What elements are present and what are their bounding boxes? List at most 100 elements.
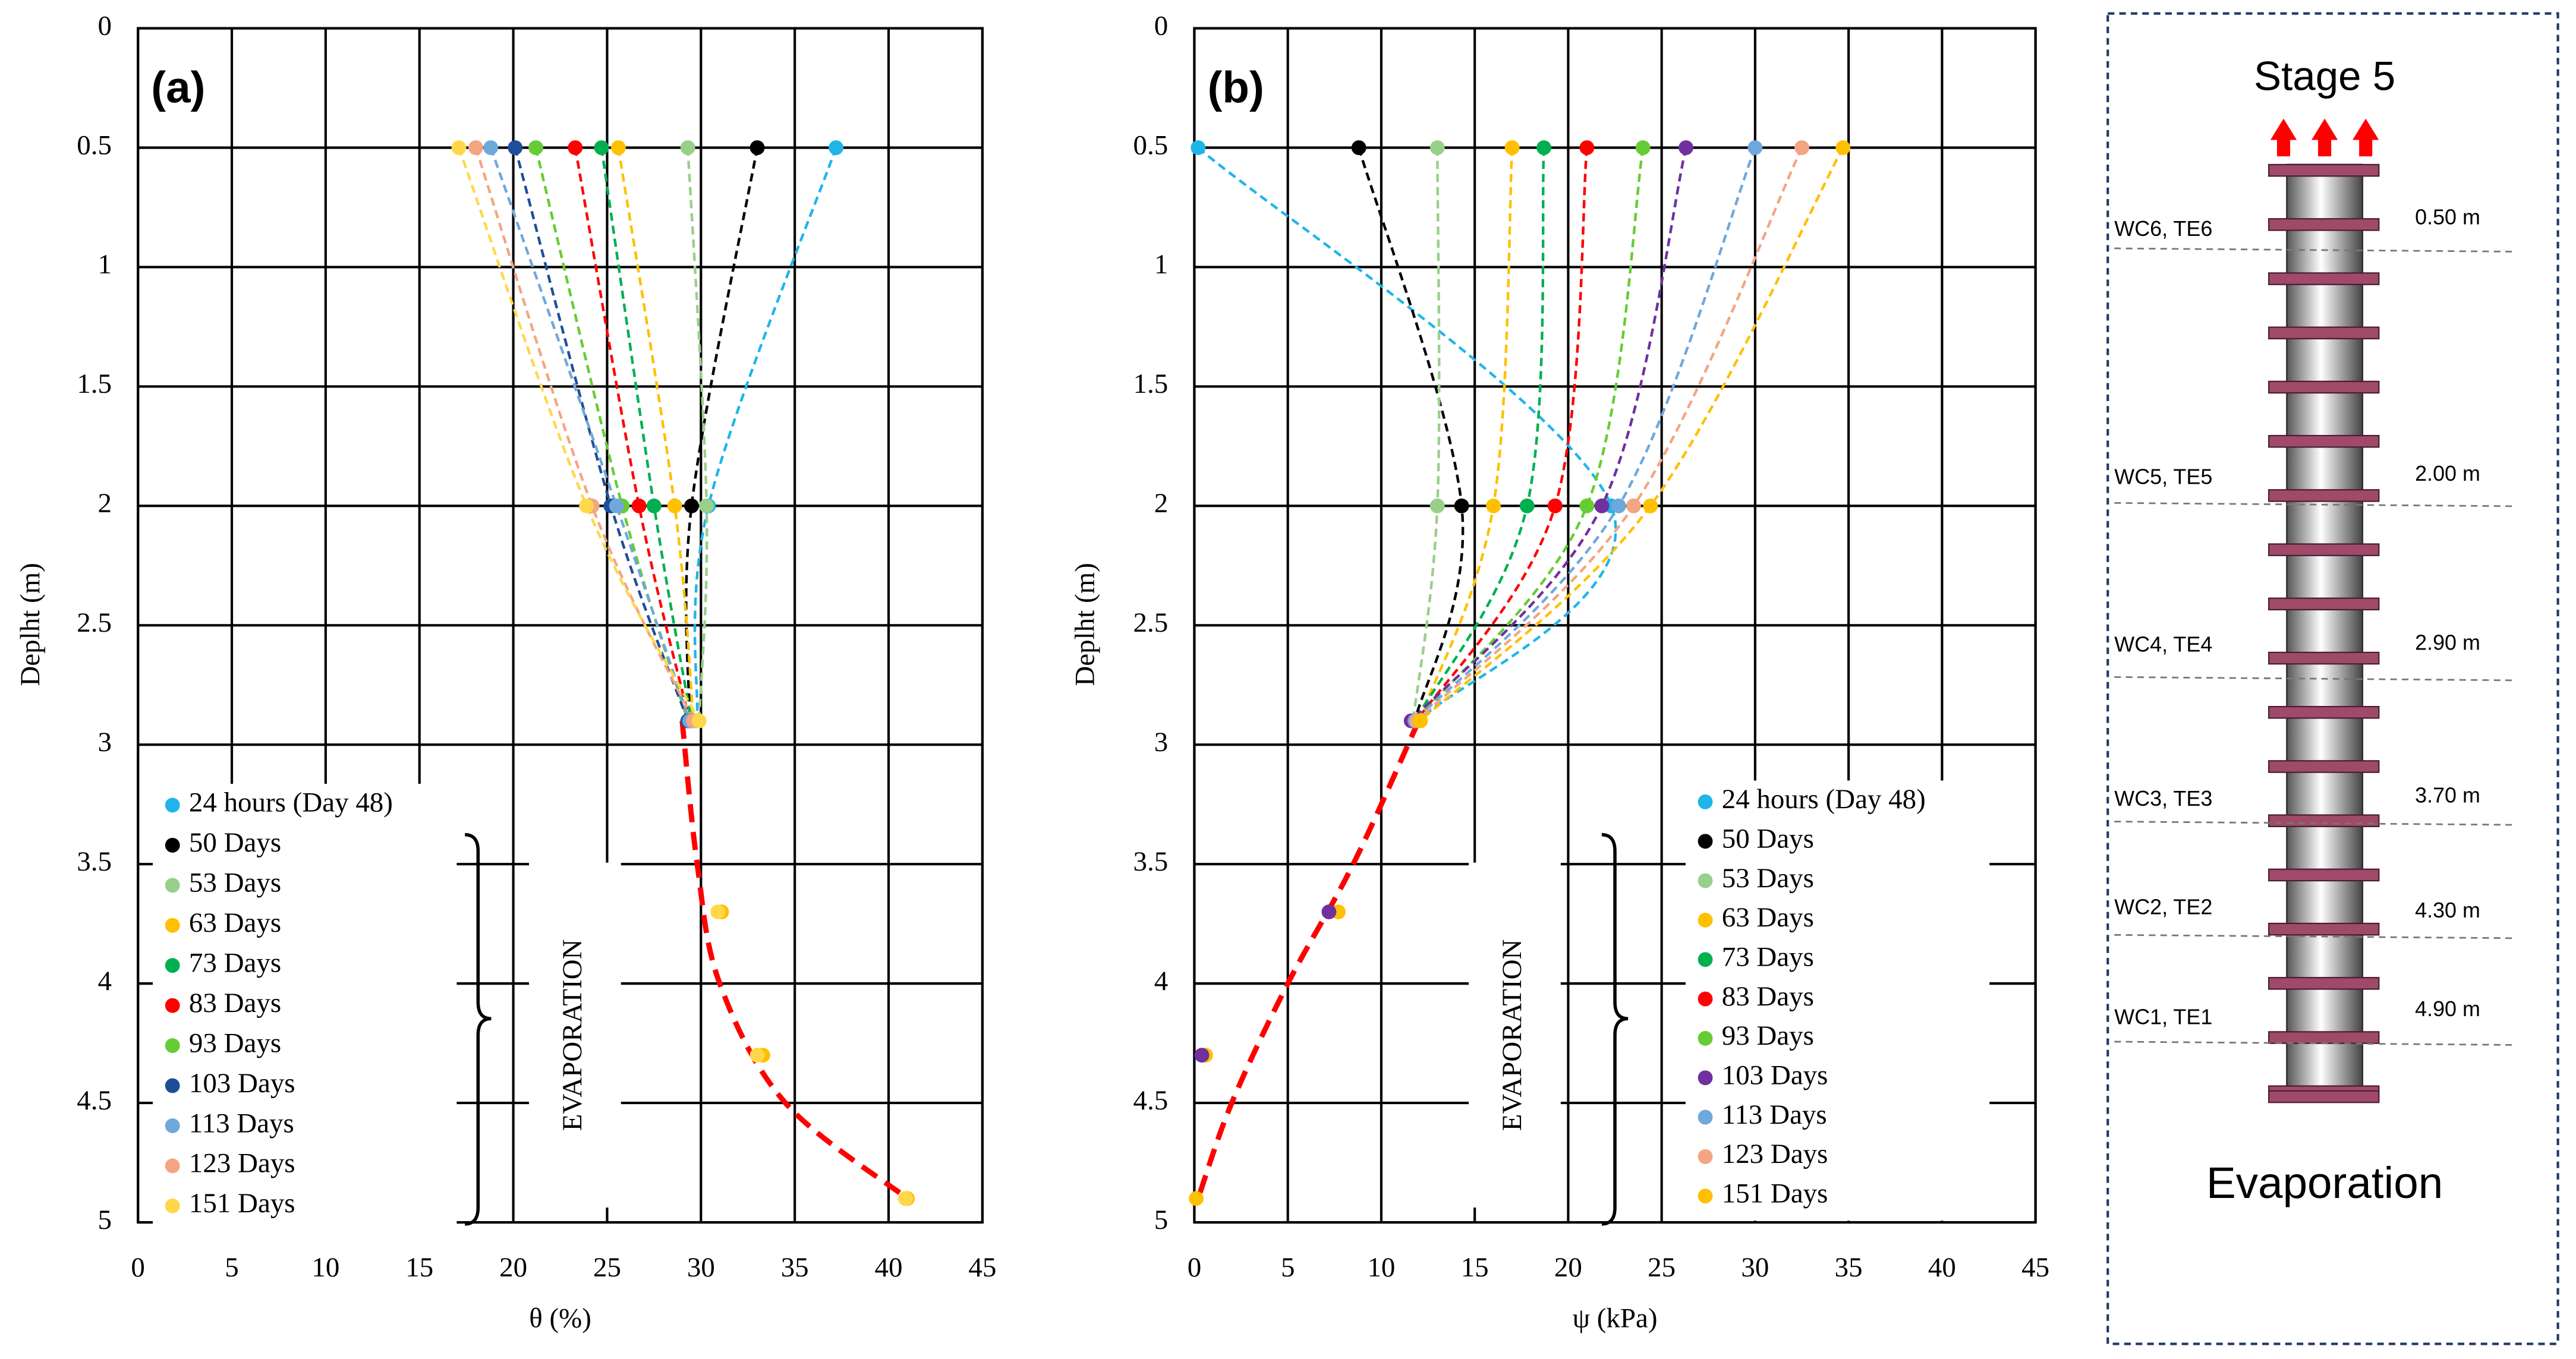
y-tick-label: 4 bbox=[1154, 966, 1168, 997]
x-tick-label: 30 bbox=[687, 1252, 715, 1283]
data-point bbox=[1547, 498, 1563, 513]
data-point bbox=[610, 140, 626, 155]
data-point bbox=[451, 140, 467, 155]
trend-line bbox=[679, 720, 909, 1201]
y-tick-label: 3 bbox=[1154, 727, 1168, 758]
diagram-caption: Evaporation bbox=[2206, 1158, 2443, 1207]
series-curve bbox=[1415, 147, 1589, 722]
data-point bbox=[528, 140, 543, 155]
legend-label: 123 Days bbox=[189, 1148, 295, 1179]
data-point bbox=[750, 140, 765, 155]
legend-label: 83 Days bbox=[1722, 981, 1814, 1012]
data-point bbox=[1747, 140, 1763, 155]
data-point bbox=[1794, 140, 1809, 155]
x-tick-label: 20 bbox=[499, 1252, 527, 1283]
sensor-depth: 0.50 m bbox=[2415, 205, 2480, 229]
legend-marker bbox=[165, 1158, 180, 1174]
x-axis-title: θ (%) bbox=[529, 1303, 591, 1334]
x-tick-label: 25 bbox=[593, 1252, 621, 1283]
plot-frame bbox=[137, 27, 984, 1224]
data-point bbox=[1579, 140, 1595, 155]
data-point bbox=[1194, 1048, 1210, 1063]
data-point bbox=[1189, 1191, 1204, 1206]
sensor-label: WC3, TE3 bbox=[2114, 786, 2212, 811]
data-point bbox=[646, 498, 662, 513]
annotation: EVAPORATION bbox=[1497, 939, 1528, 1131]
legend-label: 151 Days bbox=[189, 1188, 295, 1219]
x-tick-label: 0 bbox=[131, 1252, 144, 1283]
legend-marker bbox=[1698, 912, 1713, 928]
data-point bbox=[631, 498, 647, 513]
legend-marker bbox=[165, 1118, 180, 1133]
sensor-label: WC4, TE4 bbox=[2114, 632, 2212, 656]
data-point bbox=[1635, 140, 1651, 155]
legend-marker bbox=[165, 878, 180, 893]
data-point bbox=[1611, 498, 1626, 513]
legend-marker bbox=[165, 837, 180, 853]
data-point bbox=[1486, 498, 1501, 513]
data-point bbox=[468, 140, 483, 155]
series-curve bbox=[685, 147, 759, 721]
ring bbox=[2268, 597, 2380, 611]
x-tick-label: 45 bbox=[2021, 1252, 2049, 1283]
ring bbox=[2268, 489, 2380, 502]
arrows bbox=[2270, 118, 2379, 157]
series-curve bbox=[1412, 147, 1441, 721]
sensor-label: WC5, TE5 bbox=[2114, 464, 2212, 488]
y-tick-label: 5 bbox=[1154, 1205, 1168, 1235]
data-point bbox=[508, 140, 523, 155]
ring bbox=[2268, 380, 2380, 394]
data-point bbox=[684, 498, 699, 513]
data-point bbox=[1454, 498, 1469, 513]
series-curve bbox=[489, 147, 691, 721]
legend-background bbox=[1685, 780, 1990, 1221]
ring bbox=[2268, 814, 2380, 827]
ring bbox=[2268, 272, 2380, 285]
series-curve bbox=[1413, 147, 1545, 722]
diagram-frame bbox=[2106, 12, 2559, 1345]
x-tick-label: 35 bbox=[781, 1252, 809, 1283]
series-curve bbox=[1410, 147, 1687, 722]
brace bbox=[465, 833, 492, 1226]
sensor-label: WC6, TE6 bbox=[2114, 216, 2212, 241]
data-point bbox=[1429, 498, 1445, 513]
legend-marker bbox=[1698, 1109, 1713, 1125]
sensor-label: WC1, TE1 bbox=[2114, 1005, 2212, 1029]
ring bbox=[2268, 760, 2380, 773]
legend-marker bbox=[165, 1198, 180, 1213]
ring bbox=[2268, 434, 2380, 448]
ring bbox=[2268, 326, 2380, 340]
y-tick-label: 0.5 bbox=[77, 130, 112, 160]
y-axis-title: Deplht (m) bbox=[1070, 563, 1101, 686]
data-point bbox=[680, 140, 695, 155]
panel-label: (b) bbox=[1208, 62, 1264, 112]
legend-marker bbox=[1698, 794, 1713, 809]
y-tick-label: 2.5 bbox=[1133, 607, 1169, 638]
legend-marker bbox=[1698, 1070, 1713, 1086]
legend-label: 50 Days bbox=[189, 827, 281, 858]
data-point bbox=[1536, 140, 1551, 155]
plot-frame bbox=[1193, 27, 2037, 1224]
annotation-background bbox=[1469, 862, 1561, 1208]
annotation: EVAPORATION bbox=[557, 939, 588, 1131]
y-tick-label: 4 bbox=[97, 966, 111, 997]
legend-label: 93 Days bbox=[189, 1027, 281, 1058]
data-point bbox=[1191, 140, 1206, 155]
panel-label: (a) bbox=[151, 62, 205, 112]
series-curve bbox=[474, 147, 695, 721]
data-point bbox=[667, 498, 682, 513]
series-curve bbox=[1197, 146, 1617, 722]
legend-marker bbox=[1698, 834, 1713, 849]
y-tick-label: 5 bbox=[97, 1205, 111, 1235]
x-tick-label: 10 bbox=[1367, 1252, 1395, 1283]
ring bbox=[2268, 218, 2380, 231]
legend-label: 103 Days bbox=[189, 1068, 295, 1099]
annotation-background bbox=[529, 862, 621, 1208]
x-tick-label: 20 bbox=[1554, 1252, 1582, 1283]
series-curve bbox=[1417, 147, 1514, 721]
series-curve bbox=[574, 147, 691, 721]
data-point bbox=[1351, 140, 1366, 155]
series-curve bbox=[1413, 147, 1645, 722]
diagram-title: Stage 5 bbox=[2254, 52, 2395, 99]
